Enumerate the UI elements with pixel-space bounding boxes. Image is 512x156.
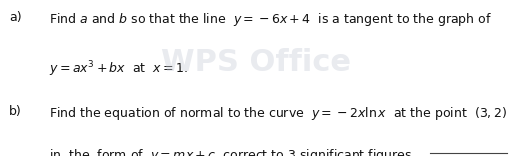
Text: WPS Office: WPS Office [161,48,351,77]
Text: $y=ax^3+bx$  at  $x=1$.: $y=ax^3+bx$ at $x=1$. [49,59,188,79]
Text: Find $a$ and $b$ so that the line  $y=-6x+4$  is a tangent to the graph of: Find $a$ and $b$ so that the line $y=-6x… [49,11,492,28]
Text: b): b) [9,105,22,117]
Text: in  the  form of  $y=mx+c$  correct to 3 significant figures.: in the form of $y=mx+c$ correct to 3 sig… [49,147,415,156]
Text: a): a) [9,11,22,24]
Text: Find the equation of normal to the curve  $y=-2x\ln x$  at the point  $(3,2)$: Find the equation of normal to the curve… [49,105,507,122]
